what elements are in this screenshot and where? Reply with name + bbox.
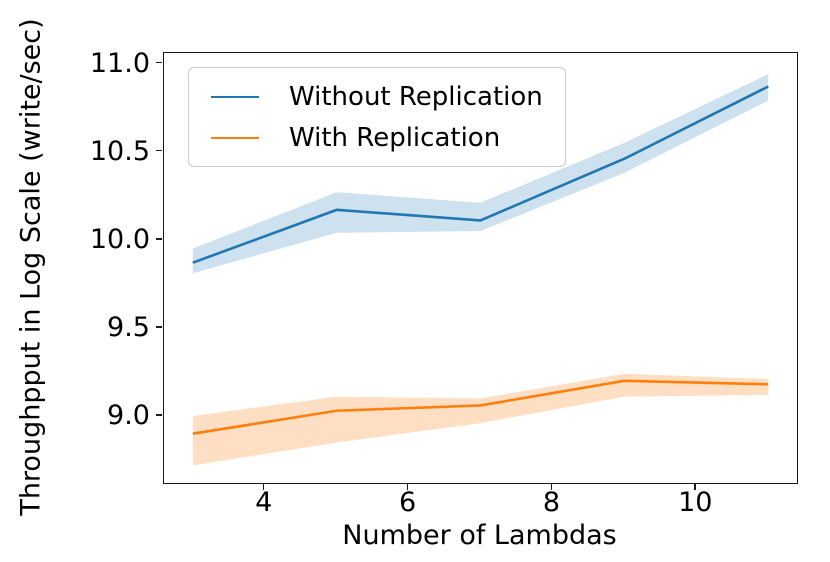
x-tick-label: 6	[398, 487, 417, 518]
y-tick-mark	[156, 61, 162, 64]
x-axis-label: Number of Lambdas	[342, 520, 617, 551]
y-tick-mark	[156, 326, 162, 328]
legend-item-label: With Replication	[289, 122, 501, 153]
x-tick-mark	[550, 483, 553, 490]
x-tick-mark	[406, 483, 409, 490]
legend-item: With Replication	[211, 119, 543, 156]
series-line-with-replication	[192, 379, 769, 435]
y-tick-label: 9.0	[107, 400, 150, 432]
x-tick-label: 4	[255, 487, 273, 518]
x-tick-mark	[262, 483, 265, 490]
x-tick-mark	[694, 483, 697, 490]
x-tick-label: 8	[542, 487, 561, 518]
y-tick-mark	[156, 414, 162, 416]
series-line-without-replication	[192, 85, 769, 264]
legend: Without Replication With Replication	[188, 67, 566, 167]
legend-line-sample-with-replication	[211, 136, 259, 139]
plot-area: Without Replication With Replication	[163, 52, 798, 484]
x-tick-label: 10	[678, 487, 713, 518]
y-tick-label: 10.5	[89, 135, 150, 167]
confidence-band-with-replication	[192, 373, 769, 466]
legend-line-sample-without-replication	[211, 95, 259, 98]
y-tick-label: 9.5	[107, 311, 150, 343]
y-tick-label: 10.0	[89, 223, 150, 255]
y-tick-label: 11.0	[89, 47, 150, 79]
chart-canvas	[192, 74, 769, 466]
y-axis-label: Throughpput in Log Scale (write/sec)	[15, 18, 47, 516]
y-tick-mark	[156, 149, 162, 152]
confidence-band-without-replication	[192, 74, 769, 274]
y-tick-mark	[156, 238, 162, 240]
legend-item-label: Without Replication	[289, 81, 543, 112]
legend-item: Without Replication	[211, 78, 543, 115]
